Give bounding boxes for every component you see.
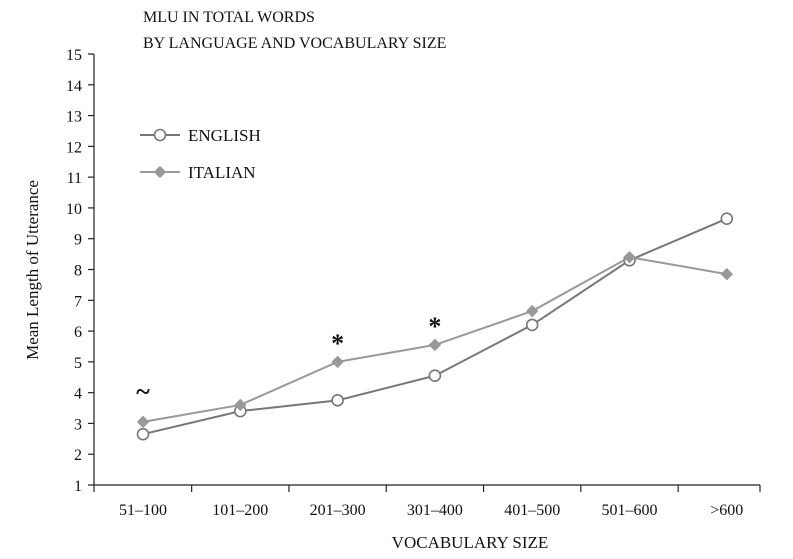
y-axis-title: Mean Length of Utterance xyxy=(23,180,42,360)
series-italian xyxy=(136,250,734,429)
x-tick-label: 101–200 xyxy=(212,502,268,519)
series-layer xyxy=(136,212,734,441)
data-point-italian xyxy=(331,355,344,369)
legend: ENGLISH ITALIAN xyxy=(140,126,261,182)
legend-marker-italian xyxy=(153,165,167,179)
y-tick-label: 11 xyxy=(67,170,82,187)
significance-marker: ~ xyxy=(136,377,150,406)
y-tick-label: 13 xyxy=(66,109,82,126)
data-point-english xyxy=(331,394,344,407)
data-point-italian xyxy=(136,415,150,429)
y-tick-label: 7 xyxy=(74,293,82,310)
y-tick-label: 8 xyxy=(74,263,82,280)
chart-title-line-2: BY LANGUAGE AND VOCABULARY SIZE xyxy=(143,35,446,52)
x-axis: 51–100 101–200 201–300 301–400 401–500 501–60… xyxy=(93,484,761,519)
data-point-italian xyxy=(428,338,442,352)
annotation-layer: ~ * * xyxy=(136,312,441,406)
data-point-italian xyxy=(525,304,539,318)
y-tick-label: 15 xyxy=(66,47,82,64)
data-point-italian xyxy=(623,250,636,264)
legend-label-italian: ITALIAN xyxy=(188,163,256,182)
x-tick-label: >600 xyxy=(710,502,743,519)
y-tick-label: 14 xyxy=(66,78,82,95)
x-tick-label: 501–600 xyxy=(602,502,658,519)
y-tick-label: 9 xyxy=(74,232,82,249)
y-tick-label: 3 xyxy=(74,416,82,433)
x-tick-label: 51–100 xyxy=(119,502,167,519)
data-point-italian xyxy=(720,267,734,281)
x-tick-label: 201–300 xyxy=(310,502,366,519)
data-point-english xyxy=(720,212,734,226)
significance-marker: * xyxy=(428,312,441,341)
data-point-english xyxy=(525,318,539,332)
x-tick-label: 401–500 xyxy=(504,502,560,519)
x-axis-title: VOCABULARY SIZE xyxy=(392,533,549,552)
y-tick-label: 12 xyxy=(66,139,82,156)
y-tick-label: 6 xyxy=(74,324,82,341)
x-tick-label: 301–400 xyxy=(407,502,463,519)
chart-title-line-1: MLU IN TOTAL WORDS xyxy=(143,9,315,26)
legend-marker-english xyxy=(153,128,167,142)
y-tick-label: 5 xyxy=(74,355,82,372)
significance-marker: * xyxy=(331,329,344,358)
y-tick-label: 4 xyxy=(74,386,82,403)
data-point-english xyxy=(136,427,150,441)
data-point-english xyxy=(428,369,442,383)
legend-label-english: ENGLISH xyxy=(188,126,261,145)
y-tick-label: 10 xyxy=(66,201,82,218)
y-tick-label: 1 xyxy=(74,478,82,495)
y-tick-label: 2 xyxy=(74,447,82,464)
data-point-italian xyxy=(234,398,247,412)
